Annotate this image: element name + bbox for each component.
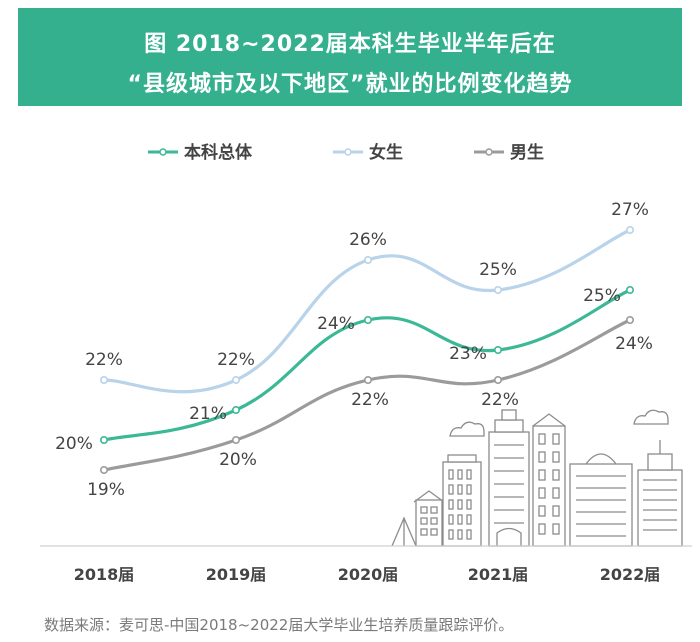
- data-label: 22%: [85, 350, 123, 370]
- data-label: 25%: [479, 260, 517, 280]
- data-point: [100, 465, 109, 474]
- data-point: [232, 435, 241, 444]
- data-point: [493, 375, 502, 384]
- data-label: 22%: [481, 390, 519, 410]
- data-point: [100, 375, 109, 384]
- x-tick-label: 2020届: [338, 565, 399, 584]
- chart-title-line1: 图 2018~2022届本科生毕业半年后在: [144, 32, 556, 57]
- legend-marker: [344, 148, 352, 156]
- data-label: 27%: [611, 200, 649, 220]
- data-label: 19%: [87, 480, 125, 500]
- source-note: 数据来源：麦可思-中国2018~2022届大学毕业生培养质量跟踪评价。: [44, 616, 514, 634]
- city-skyline-illustration: [391, 409, 683, 547]
- series-line-overall: [102, 288, 632, 442]
- legend: 本科总体 女生 男生: [148, 142, 544, 163]
- x-axis-ticks: 2018届 2019届 2020届 2021届 2022届: [74, 565, 661, 584]
- data-label: 22%: [351, 390, 389, 410]
- series-layer: 20% 21% 24% 23% 25% 22% 22% 26% 25% 27% 19% 20% 22% 2…: [55, 200, 653, 500]
- data-label: 24%: [317, 314, 355, 334]
- legend-label: 本科总体: [184, 142, 253, 163]
- legend-marker: [159, 148, 167, 156]
- data-label: 21%: [189, 404, 227, 424]
- data-point: [625, 315, 634, 324]
- title-block: 图 2018~2022届本科生毕业半年后在 “县级城市及以下地区”就业的比例变化…: [18, 8, 682, 106]
- data-label: 22%: [217, 350, 255, 370]
- data-point: [363, 375, 372, 384]
- data-label: 24%: [615, 334, 653, 354]
- data-point: [363, 315, 372, 324]
- x-tick-label: 2019届: [206, 565, 267, 584]
- data-label: 20%: [219, 450, 257, 470]
- data-point: [232, 375, 241, 384]
- series-line-female: [102, 228, 632, 394]
- data-point: [232, 405, 241, 414]
- legend-label: 男生: [510, 142, 544, 163]
- title-banner: [18, 8, 682, 106]
- data-point: [100, 435, 109, 444]
- data-point: [363, 255, 372, 264]
- data-point: [493, 345, 502, 354]
- legend-marker: [485, 148, 493, 156]
- data-label: 25%: [583, 286, 621, 306]
- data-point: [493, 285, 502, 294]
- data-point: [625, 285, 634, 294]
- data-label: 20%: [55, 434, 93, 454]
- chart-title-line2: “县级城市及以下地区”就业的比例变化趋势: [127, 72, 573, 97]
- data-point: [625, 226, 634, 235]
- legend-label: 女生: [369, 142, 403, 163]
- x-tick-label: 2022届: [600, 565, 661, 584]
- data-label: 26%: [349, 230, 387, 250]
- x-tick-label: 2021届: [468, 565, 529, 584]
- x-tick-label: 2018届: [74, 565, 135, 584]
- data-label: 23%: [449, 344, 487, 364]
